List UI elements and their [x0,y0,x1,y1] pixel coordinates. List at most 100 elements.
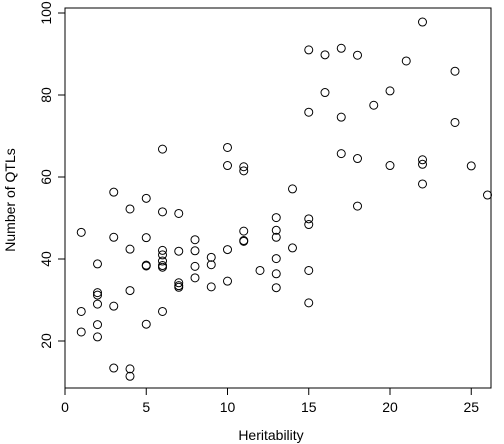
data-point [109,187,119,197]
x-tick-label: 10 [220,399,236,415]
data-point [223,245,232,255]
y-tick-label: 80 [38,87,54,103]
data-point [125,371,135,381]
data-point [223,276,232,286]
data-point [158,250,167,260]
x-tick-label: 0 [61,399,69,415]
data-point [174,208,184,218]
data-point [174,282,184,292]
data-point [255,265,265,275]
data-point [93,288,102,298]
data-point [141,193,151,203]
data-point [304,265,314,275]
data-point [223,142,232,152]
data-point [239,162,249,172]
data-point [190,273,200,283]
data-point [385,161,395,171]
data-point [141,319,151,329]
data-point [271,225,281,235]
data-point [158,207,167,217]
data-point [93,290,102,300]
data-point [93,332,102,342]
plot-frame [64,7,492,389]
data-point [206,252,216,262]
data-point [271,269,281,279]
x-tick-label: 5 [142,399,150,415]
data-point [223,161,232,171]
data-point [76,327,86,337]
data-point [418,159,427,169]
data-point [93,259,102,269]
data-point [158,306,167,316]
plot-box [64,7,492,389]
data-point [483,190,492,200]
data-point [353,201,362,211]
data-point [239,166,249,176]
data-point [369,100,379,110]
data-point [320,88,330,98]
data-point [288,184,297,194]
data-point [76,306,86,316]
data-point [158,144,167,154]
data-point [271,232,281,242]
x-axis-title: Heritability [238,427,303,443]
data-point [336,112,346,122]
data-point [385,86,395,96]
data-point [336,43,346,53]
data-point [271,283,281,293]
data-point [76,227,86,237]
data-point [125,364,135,374]
data-point [418,155,427,165]
x-tick-label: 15 [301,399,317,415]
y-tick-label: 40 [38,251,54,267]
data-point [320,50,330,60]
data-point [93,320,102,330]
data-point [190,235,200,245]
data-point [304,214,314,224]
data-point [401,56,411,66]
data-point [418,179,427,189]
data-point [158,245,167,255]
y-axis-title: Number of QTLs [2,148,18,251]
data-point [304,298,314,308]
data-point [93,299,102,309]
data-point [466,161,476,171]
y-tick-label: 20 [38,333,54,349]
data-point [190,246,200,256]
data-point [206,282,216,292]
y-tick-label: 100 [38,1,54,25]
data-point [109,301,119,311]
x-tick-label: 25 [463,399,479,415]
data-point [174,246,184,256]
data-points [76,17,492,381]
data-point [125,286,135,296]
data-point [190,261,200,271]
data-point [353,50,362,60]
data-point [141,261,151,271]
data-point [125,204,135,214]
data-point [450,66,460,76]
data-point [239,236,249,246]
data-point [141,233,151,243]
data-point [353,154,362,164]
x-axis: 0 5 10 15 20 25 [61,388,479,415]
data-point [239,226,249,236]
data-point [304,107,314,117]
data-point [109,363,119,373]
data-point [158,262,167,272]
y-tick-label: 60 [38,169,54,185]
data-point [304,45,314,55]
data-point [288,243,297,253]
data-point [418,17,427,27]
data-point [125,244,135,254]
data-point [158,256,167,266]
data-point [450,117,460,127]
data-point [174,278,184,288]
data-point [304,220,314,230]
data-point [206,260,216,270]
data-point [336,149,346,159]
data-point [271,254,281,264]
data-point [109,232,119,242]
y-axis: 20 40 60 80 100 [38,1,65,349]
